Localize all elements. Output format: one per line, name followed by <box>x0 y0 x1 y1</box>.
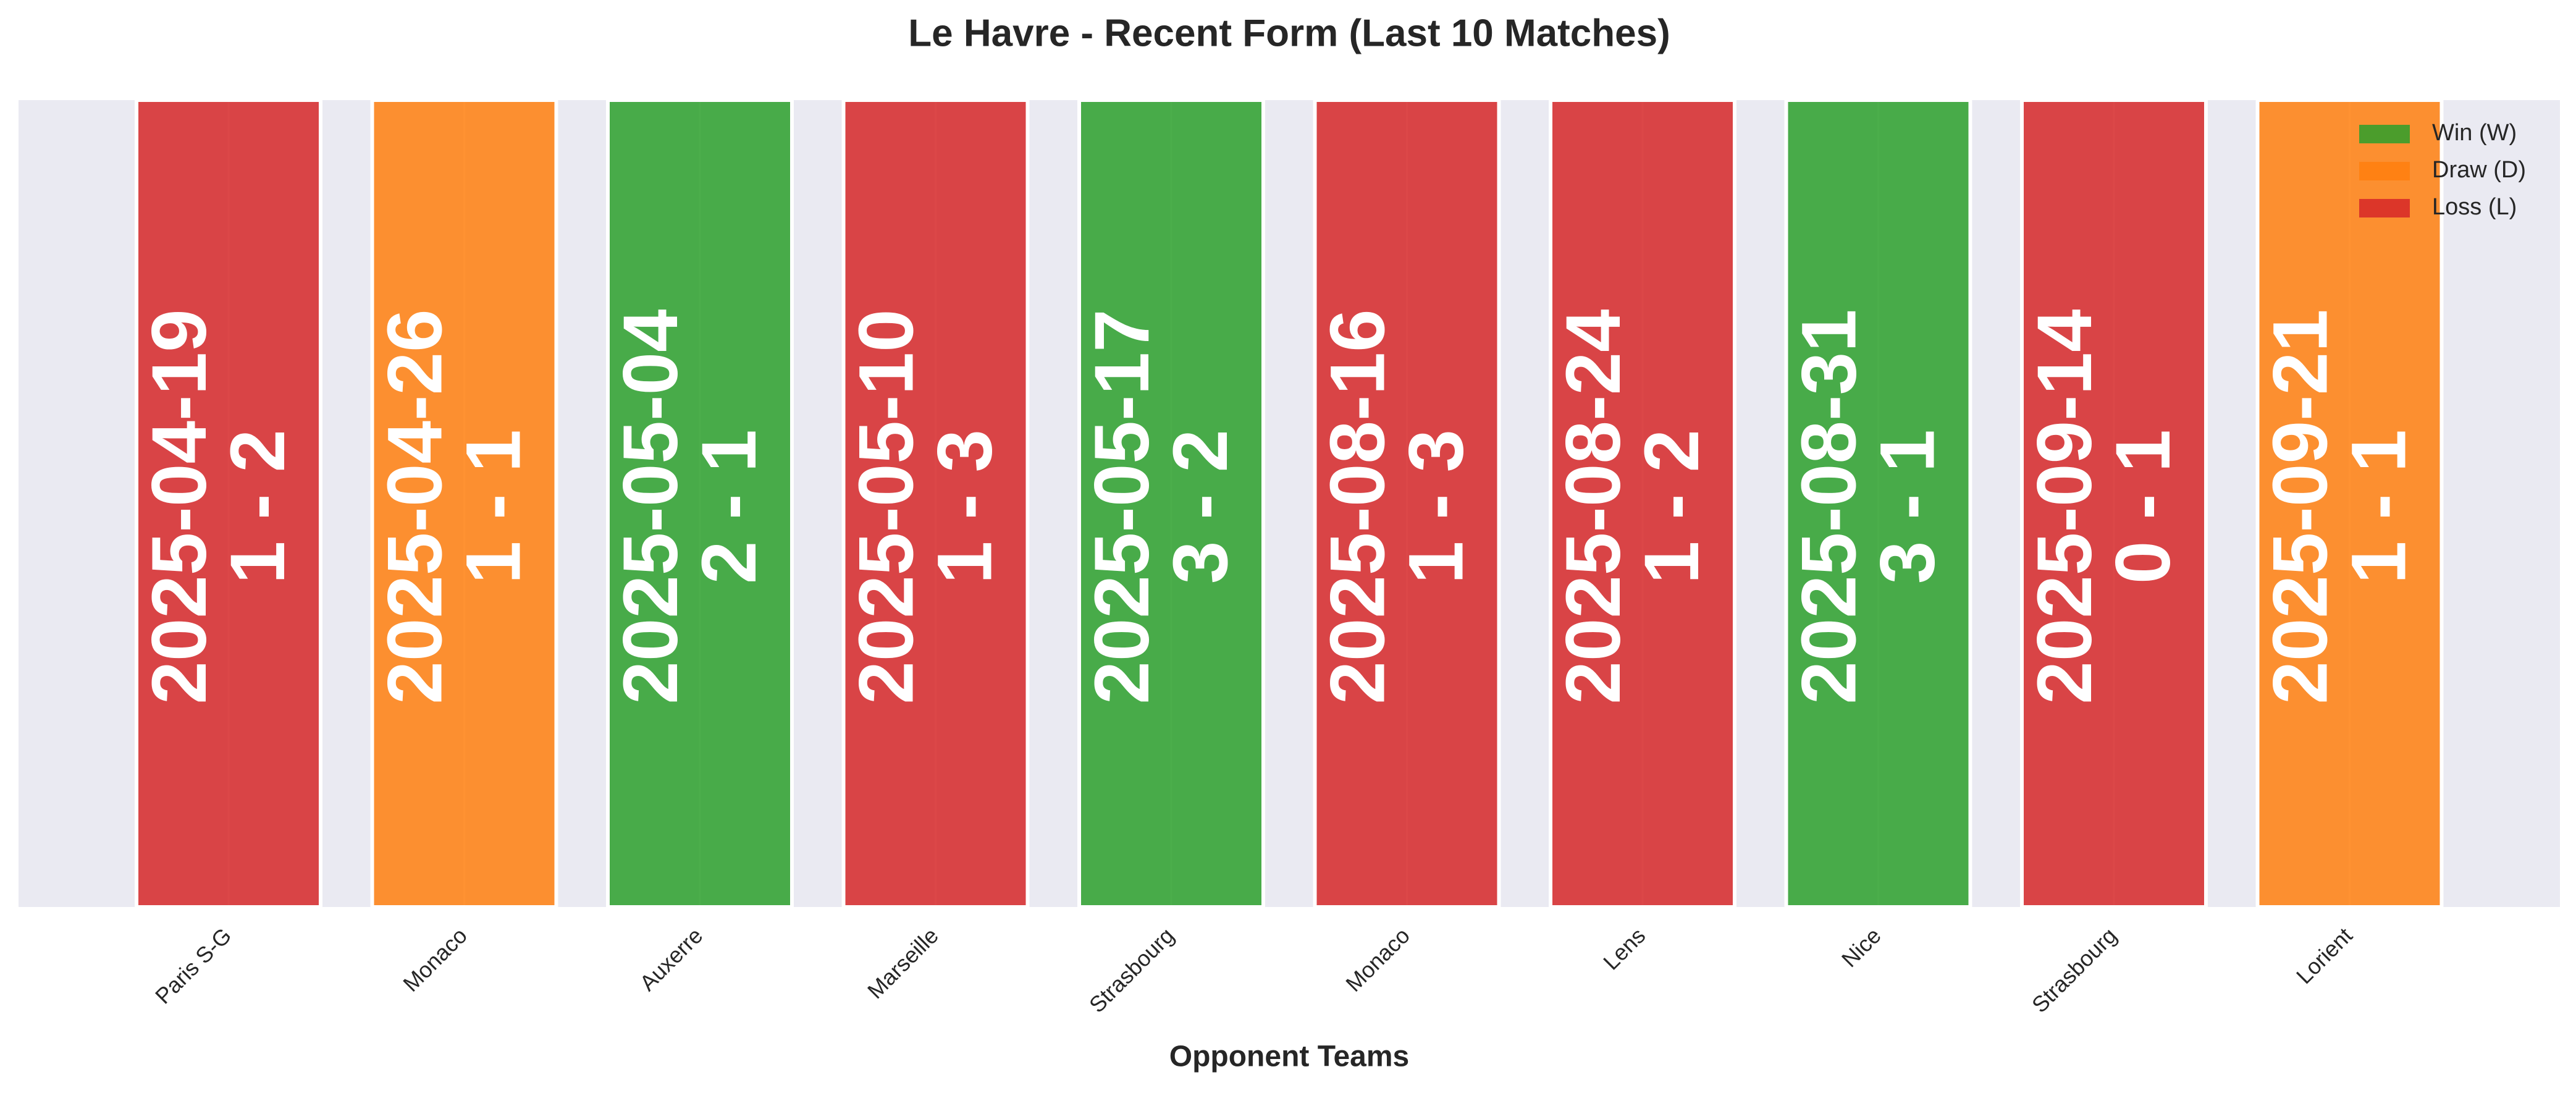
x-axis-label: Opponent Teams <box>1169 1040 1409 1073</box>
match-bar <box>606 98 794 909</box>
match-score: 1 - 3 <box>922 429 1008 584</box>
legend-swatch <box>2359 125 2410 143</box>
match-bar <box>1784 98 1972 909</box>
x-tick-label: Strasbourg <box>1084 922 1179 1018</box>
match-score: 1 - 1 <box>2336 429 2422 584</box>
match-bar <box>370 98 558 909</box>
match-date: 2025-08-31 <box>1787 309 1872 704</box>
legend-swatch <box>2359 199 2410 217</box>
x-tick-label: Lens <box>1598 922 1650 974</box>
match-score: 0 - 1 <box>2100 429 2186 584</box>
legend-label: Win (W) <box>2432 120 2517 146</box>
x-tick-label: Monaco <box>1341 922 1415 997</box>
match-date: 2025-04-26 <box>373 309 458 704</box>
match-date: 2025-09-14 <box>2022 309 2108 704</box>
match-bar <box>1549 98 1736 909</box>
match-score: 3 - 1 <box>1865 429 1951 584</box>
match-date: 2025-08-16 <box>1315 309 1401 704</box>
chart-title: Le Havre - Recent Form (Last 10 Matches) <box>908 12 1670 54</box>
match-bar <box>2020 98 2208 909</box>
x-tick-label: Nice <box>1837 922 1886 972</box>
match-date: 2025-05-10 <box>844 309 930 704</box>
match-score: 3 - 2 <box>1158 429 1244 584</box>
match-bar <box>841 98 1030 909</box>
match-score: 1 - 1 <box>451 429 537 584</box>
x-tick-label: Auxerre <box>634 922 707 995</box>
match-score: 1 - 2 <box>1629 429 1715 584</box>
x-tick-label: Marseille <box>862 922 943 1003</box>
match-score: 2 - 1 <box>686 429 772 584</box>
match-date: 2025-05-04 <box>608 309 694 704</box>
legend-label: Loss (L) <box>2432 194 2517 220</box>
match-score: 1 - 3 <box>1394 429 1480 584</box>
legend-label: Draw (D) <box>2432 157 2526 183</box>
match-bar <box>1077 98 1265 909</box>
x-tick-label: Monaco <box>398 922 472 997</box>
match-date: 2025-08-24 <box>1551 309 1636 704</box>
match-score: 1 - 2 <box>215 429 301 584</box>
x-tick-label: Lorient <box>2291 922 2357 989</box>
match-date: 2025-04-19 <box>137 309 222 704</box>
x-tick-label: Paris S-G <box>150 922 236 1008</box>
match-date: 2025-05-17 <box>1079 309 1165 704</box>
match-bar <box>1313 98 1501 909</box>
match-bar <box>2255 98 2444 909</box>
legend-swatch <box>2359 162 2410 180</box>
match-date: 2025-09-21 <box>2258 309 2344 704</box>
x-tick-label: Strasbourg <box>2027 922 2122 1018</box>
match-bar <box>135 98 322 909</box>
